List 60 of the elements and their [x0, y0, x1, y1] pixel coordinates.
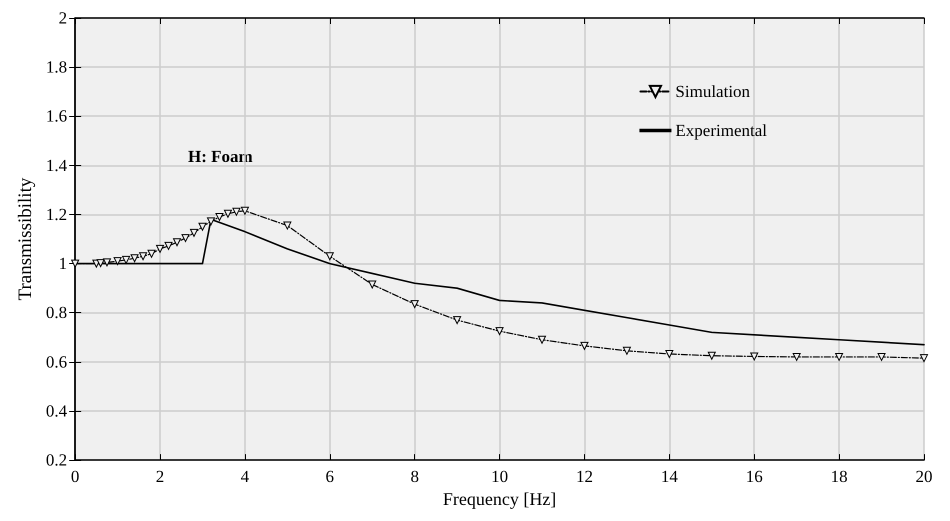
- point: [148, 250, 156, 258]
- legend-label: Simulation: [675, 82, 751, 101]
- point: [283, 222, 292, 230]
- x-tick-label: 20: [916, 467, 932, 486]
- point: [139, 252, 148, 260]
- y-tick-label: 0.4: [46, 401, 68, 420]
- point: [792, 352, 801, 361]
- point: [708, 352, 716, 360]
- x-axis-title: Frequency [Hz]: [442, 489, 556, 509]
- point: [96, 259, 105, 268]
- y-tick-label: 1.6: [46, 106, 68, 126]
- point: [182, 234, 190, 242]
- x-tick-label: 2: [156, 467, 164, 486]
- point: [130, 254, 139, 262]
- y-tick-label: 1.2: [46, 204, 68, 224]
- y-tick-label: 0.2: [46, 450, 68, 470]
- point: [496, 327, 504, 336]
- point: [835, 352, 844, 361]
- x-tick-label: 0: [70, 467, 80, 486]
- point: [206, 217, 215, 226]
- x-tick-label: 14: [660, 467, 678, 486]
- x-tick-label: 12: [576, 467, 593, 486]
- point: [622, 346, 631, 355]
- x-tick-label: 4: [240, 467, 250, 486]
- x-tick-label: 18: [830, 467, 848, 486]
- y-tick-label: 1.4: [46, 156, 68, 175]
- point: [215, 212, 224, 221]
- y-tick-label: 2: [58, 8, 68, 28]
- point: [920, 354, 928, 362]
- point: [198, 222, 206, 231]
- point: [232, 208, 240, 216]
- x-tick-label: 8: [410, 467, 419, 486]
- y-tick-label: 0.6: [46, 352, 68, 372]
- point: [878, 352, 886, 361]
- point: [580, 342, 588, 350]
- annotation: H: Foam: [188, 147, 253, 166]
- x-tick-label: 10: [491, 467, 508, 486]
- point: [122, 256, 130, 264]
- point: [156, 244, 164, 253]
- point: [240, 206, 249, 215]
- point: [750, 352, 758, 360]
- x-tick-label: 6: [326, 467, 334, 486]
- point: [538, 336, 546, 344]
- point: [453, 316, 462, 324]
- point: [368, 280, 376, 288]
- point: [173, 238, 182, 246]
- point: [224, 210, 232, 218]
- point: [190, 228, 198, 237]
- point: [665, 350, 674, 358]
- x-tick-label: 16: [746, 467, 763, 486]
- y-axis-title: Transmissibility: [15, 177, 36, 300]
- y-tick-label: 1.8: [46, 58, 68, 77]
- point: [102, 258, 111, 266]
- y-tick-label: 0.8: [46, 303, 68, 322]
- point: [114, 257, 122, 266]
- point: [410, 300, 419, 308]
- legend-label: Experimental: [675, 121, 768, 140]
- point: [326, 252, 334, 260]
- y-tick-label: 1: [58, 254, 68, 274]
- point: [164, 242, 173, 250]
